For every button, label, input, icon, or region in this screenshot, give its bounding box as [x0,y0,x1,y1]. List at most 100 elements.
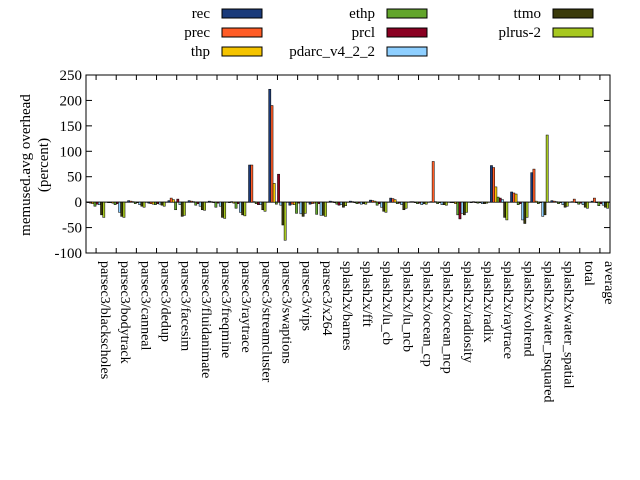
bar-rec [530,172,534,203]
bar-ttmo [362,201,365,204]
bar-rec [550,200,554,203]
x-tick-label: splash2x/raytrace [500,261,515,359]
bar-prcl [156,201,159,204]
bar-plrus-2 [102,201,106,218]
bar-rec [187,200,191,203]
bar-plrus-2 [324,201,327,217]
x-tick-label: splash2x/volrend [520,261,535,357]
legend-swatch-prec [221,27,263,38]
bar-ttmo [523,201,527,224]
y-tick-label: -50 [62,221,82,237]
bar-thp [272,183,276,203]
bar-plrus-2 [303,201,307,214]
bar-prec [371,200,375,203]
bar-prcl [438,201,442,203]
bar-rec [590,200,594,203]
legend-swatch-rec [221,8,263,19]
bar-ethp [154,201,157,205]
bar-prcl [377,201,381,204]
bar-ttmo [221,201,224,218]
bar-ethp [275,201,278,205]
bar-prec [109,201,113,203]
bar-thp [595,201,598,203]
bar-ttmo [422,201,426,204]
legend: rec prec thp ethp prcl pdarc_v4_2_2 ttmo plrus-… [184,6,594,60]
bar-rec [207,200,211,203]
bar-ethp [516,201,520,205]
bar-prcl [136,201,139,203]
bar-thp [353,201,357,203]
bar-ttmo [100,201,103,216]
x-tick-label: parsec3/dedup [158,261,173,342]
x-tick-label: splash2x/radiosity [460,261,475,363]
bar-prcl [95,201,99,205]
bar-pdarc_v4_2_2 [440,201,444,205]
x-tick-label: splash2x/fft [359,261,374,327]
x-tick-label: parsec3/fluidanimate [198,261,213,378]
x-tick-label: parsec3/freqmine [218,261,233,358]
bar-pdarc_v4_2_2 [339,201,343,205]
bar-prcl [519,201,522,204]
bar-prcl [196,201,200,204]
bar-ethp [375,201,379,206]
bar-rec [449,201,453,203]
bar-pdarc_v4_2_2 [98,201,101,205]
bar-thp [514,193,518,203]
bar-ttmo [442,201,446,205]
bar-prcl [498,197,502,203]
bar-ttmo [321,201,325,216]
bar-pdarc_v4_2_2 [480,201,484,204]
bar-pdarc_v4_2_2 [400,201,404,205]
x-tick-label: parsec3/vips [299,261,314,331]
bar-thp [313,201,316,204]
bar-thp [494,186,498,203]
bar-pdarc_v4_2_2 [541,201,545,217]
bar-ttmo [462,201,466,216]
bar-rec [510,191,513,203]
bar-plrus-2 [465,201,468,213]
bar-ethp [456,201,460,216]
bar-prec [351,201,354,203]
bar-prec [532,168,536,203]
bar-plrus-2 [364,201,368,205]
bar-prcl [257,201,260,205]
bar-pdarc_v4_2_2 [279,201,283,206]
bar-prec [572,198,576,203]
bar-prec [230,201,234,203]
x-tick-label: splash2x/radix [480,261,495,343]
bar-ethp [93,201,97,207]
x-tick-label: splash2x/lu_cb [379,261,394,345]
bar-plrus-2 [485,201,489,204]
bar-prcl [559,201,563,203]
bar-thp [91,201,95,204]
bar-rec [308,201,312,205]
bar-prec [331,201,334,203]
x-tick-label: splash2x/water_spatial [561,261,576,389]
bar-pdarc_v4_2_2 [501,199,504,203]
bar-prec [250,164,254,203]
bar-ethp [476,201,480,204]
bar-prcl [599,201,603,204]
bar-prcl [115,201,119,204]
bar-prec [129,200,133,203]
bar-prcl [398,201,401,204]
bar-prcl [236,201,240,204]
bar-plrus-2 [525,201,529,218]
bar-prec [451,201,455,203]
bar-rec [429,201,433,203]
bar-ttmo [241,201,245,216]
bar-rec [469,201,473,203]
bar-plrus-2 [142,201,146,208]
bar-plrus-2 [183,201,186,216]
bar-ttmo [604,201,607,208]
x-tick-label: parsec3/swaptions [278,261,293,364]
bar-thp [413,201,417,203]
x-tick-label: parsec3/x264 [319,261,334,336]
bar-prec [472,201,475,203]
bar-ttmo [180,201,184,217]
bar-rec [409,201,413,203]
legend-label-rec: rec [192,6,211,22]
bar-prec [593,197,596,203]
x-tick-label: splash2x/ocean_cp [420,261,435,367]
